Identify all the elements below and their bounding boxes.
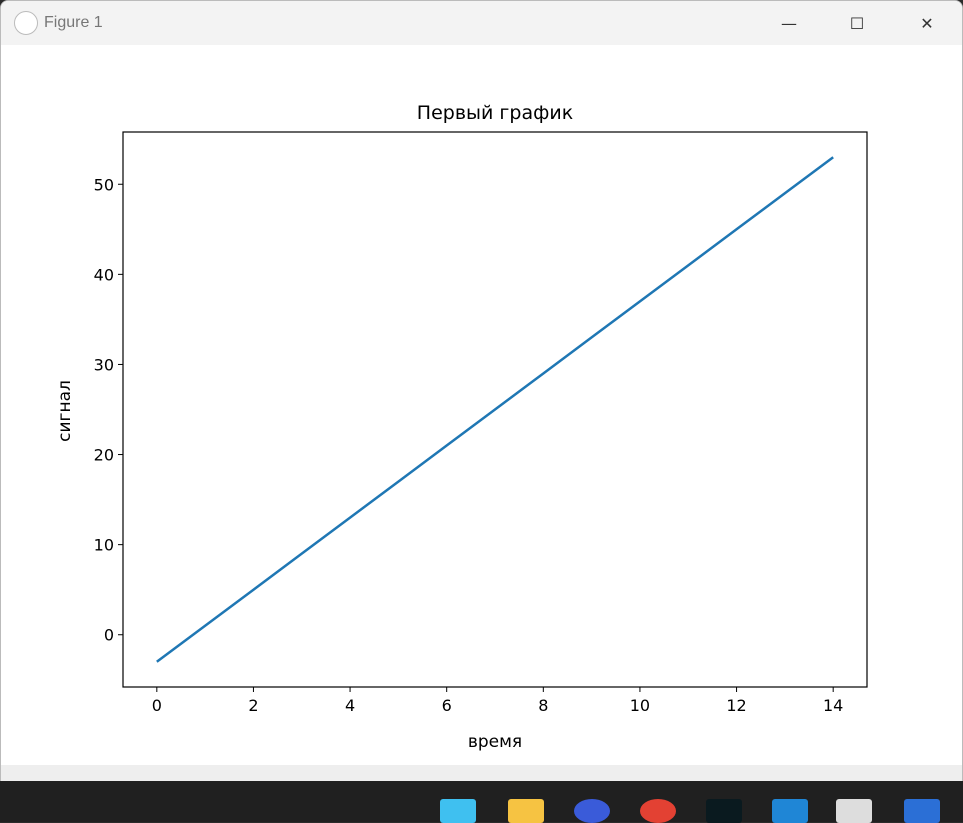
y-tick-label: 20 xyxy=(94,446,114,465)
x-tick-label: 2 xyxy=(248,696,258,715)
taskbar xyxy=(0,781,963,823)
app-icon[interactable] xyxy=(706,799,742,823)
x-tick-label: 8 xyxy=(538,696,548,715)
x-tick-label: 14 xyxy=(823,696,843,715)
chart-title: Первый график xyxy=(417,102,573,124)
chart: Первый график время сигнал 0 2 4 6 8 10 12 14 0 1… xyxy=(55,102,868,752)
plot-frame xyxy=(122,131,868,688)
matplotlib-icon xyxy=(14,11,38,35)
powershell-icon[interactable] xyxy=(904,799,940,823)
y-tick-label: 50 xyxy=(94,175,114,194)
close-button[interactable]: ✕ xyxy=(920,13,934,33)
x-tick-label: 0 xyxy=(152,696,162,715)
windows-start-icon[interactable] xyxy=(440,799,476,823)
vscode-icon[interactable] xyxy=(772,799,808,823)
x-axis-label: время xyxy=(468,732,522,752)
todo-icon[interactable] xyxy=(574,799,610,823)
y-tick-label: 40 xyxy=(94,265,114,284)
title-bar[interactable]: Figure 1 — ☐ ✕ xyxy=(1,1,962,45)
y-tick-label: 10 xyxy=(94,536,114,555)
figure-window: Figure 1 — ☐ ✕ Первый график время сигна… xyxy=(0,0,963,782)
x-tick-label: 10 xyxy=(630,696,650,715)
navigation-toolbar[interactable] xyxy=(1,765,962,781)
x-tick-label: 6 xyxy=(442,696,452,715)
chrome-icon[interactable] xyxy=(640,799,676,823)
y-axis-label: сигнал xyxy=(55,380,75,442)
file-explorer-icon[interactable] xyxy=(508,799,544,823)
x-tick-label: 4 xyxy=(345,696,355,715)
maximize-button[interactable]: ☐ xyxy=(849,13,865,33)
series-line xyxy=(156,156,834,663)
minimize-button[interactable]: — xyxy=(781,13,797,33)
y-tick-label: 30 xyxy=(94,355,114,374)
y-tick-label: 0 xyxy=(104,626,114,645)
window-title: Figure 1 xyxy=(44,14,103,31)
python-file-icon[interactable] xyxy=(836,799,872,823)
x-tick-label: 12 xyxy=(726,696,746,715)
